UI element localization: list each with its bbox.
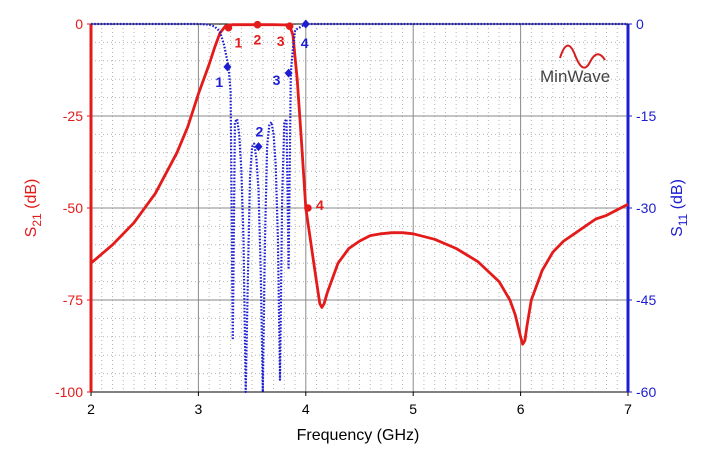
s21-marker-2 bbox=[253, 20, 262, 29]
x-tick-label: 5 bbox=[409, 401, 417, 417]
right-y-axis-label-unit: (dB) bbox=[669, 179, 686, 214]
s11-marker-1-label: 1 bbox=[215, 74, 223, 90]
x-tick-label: 2 bbox=[87, 401, 95, 417]
s21-series-line bbox=[90, 23, 629, 346]
s21-marker-2-label: 2 bbox=[253, 32, 261, 48]
right-y-tick-label: -45 bbox=[636, 292, 656, 308]
s21-marker-4-label: 4 bbox=[316, 197, 324, 213]
x-tick-label: 7 bbox=[624, 401, 632, 417]
s21-marker-4 bbox=[304, 204, 312, 212]
left-y-tick-label: 0 bbox=[75, 16, 83, 32]
s11-marker-4 bbox=[301, 19, 310, 29]
right-y-tick-label: -15 bbox=[636, 108, 656, 124]
series-layer bbox=[90, 22, 629, 394]
right-y-tick-label: 0 bbox=[636, 16, 644, 32]
left-y-axis-label-sub: 21 bbox=[30, 213, 44, 227]
s21-marker-3 bbox=[285, 22, 294, 31]
s11-marker-3-label: 3 bbox=[273, 72, 281, 88]
minwave-logo: MinWave bbox=[540, 44, 610, 86]
left-y-tick-label: -75 bbox=[63, 292, 83, 308]
s21-marker-1 bbox=[224, 23, 233, 32]
left-y-tick-label: -100 bbox=[55, 384, 83, 400]
left-y-axis-label-main: S bbox=[23, 227, 40, 238]
s11-series-line bbox=[91, 22, 628, 394]
left-y-axis-label-unit: (dB) bbox=[23, 179, 40, 214]
logo-text: MinWave bbox=[540, 67, 610, 86]
x-tick-label: 3 bbox=[195, 401, 203, 417]
s21-marker-3-label: 3 bbox=[277, 33, 285, 49]
x-axis-label: Frequency (GHz) bbox=[297, 427, 420, 444]
s11-marker-1 bbox=[223, 62, 232, 72]
right-y-axis-label-main: S bbox=[669, 226, 686, 237]
left-y-tick-label: -25 bbox=[63, 108, 83, 124]
right-y-axis-label: S11 (dB) bbox=[669, 179, 690, 237]
s21-marker-1-label: 1 bbox=[234, 35, 242, 51]
left-y-axis-label: S21 (dB) bbox=[23, 179, 44, 238]
s11-marker-4-label: 4 bbox=[301, 35, 309, 51]
x-tick-label: 4 bbox=[302, 401, 310, 417]
s11-marker-2 bbox=[254, 142, 263, 152]
right-y-tick-label: -60 bbox=[636, 384, 656, 400]
logo-wave-icon bbox=[559, 44, 606, 69]
right-y-axis-label-sub: 11 bbox=[676, 213, 690, 226]
left-y-tick-label: -50 bbox=[63, 200, 83, 216]
s11-marker-2-label: 2 bbox=[256, 124, 264, 140]
x-tick-label: 6 bbox=[517, 401, 525, 417]
right-y-tick-label: -30 bbox=[636, 200, 656, 216]
s11-marker-3 bbox=[284, 68, 293, 78]
